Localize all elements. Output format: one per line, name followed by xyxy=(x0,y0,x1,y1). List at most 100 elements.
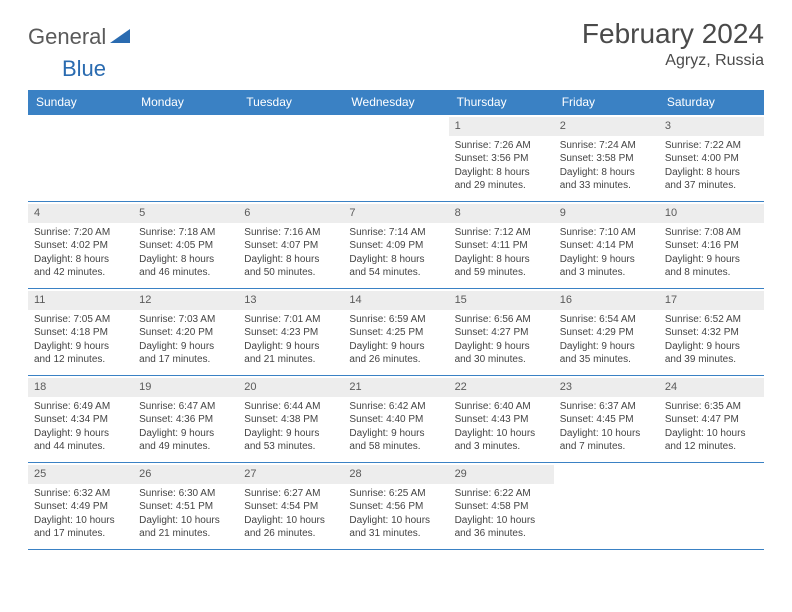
calendar-cell: 19Sunrise: 6:47 AMSunset: 4:36 PMDayligh… xyxy=(133,376,238,462)
calendar-cell: 5Sunrise: 7:18 AMSunset: 4:05 PMDaylight… xyxy=(133,202,238,288)
sunset-text: Sunset: 4:47 PM xyxy=(665,413,758,427)
calendar-cell xyxy=(554,463,659,549)
daylight1-text: Daylight: 8 hours xyxy=(349,253,442,267)
weeks-container: 1Sunrise: 7:26 AMSunset: 3:56 PMDaylight… xyxy=(28,114,764,550)
date-number: 29 xyxy=(449,465,554,484)
calendar-cell: 8Sunrise: 7:12 AMSunset: 4:11 PMDaylight… xyxy=(449,202,554,288)
sunrise-text: Sunrise: 6:37 AM xyxy=(560,400,653,414)
daylight2-text: and 30 minutes. xyxy=(455,353,548,367)
sunset-text: Sunset: 4:27 PM xyxy=(455,326,548,340)
date-number: 2 xyxy=(554,117,659,136)
week-row: 18Sunrise: 6:49 AMSunset: 4:34 PMDayligh… xyxy=(28,375,764,462)
daylight1-text: Daylight: 10 hours xyxy=(34,514,127,528)
daylight1-text: Daylight: 10 hours xyxy=(665,427,758,441)
calendar-cell: 18Sunrise: 6:49 AMSunset: 4:34 PMDayligh… xyxy=(28,376,133,462)
sunset-text: Sunset: 4:32 PM xyxy=(665,326,758,340)
daylight1-text: Daylight: 8 hours xyxy=(560,166,653,180)
daylight2-text: and 42 minutes. xyxy=(34,266,127,280)
sunset-text: Sunset: 4:40 PM xyxy=(349,413,442,427)
sunset-text: Sunset: 4:34 PM xyxy=(34,413,127,427)
sunrise-text: Sunrise: 7:24 AM xyxy=(560,139,653,153)
calendar-cell xyxy=(659,463,764,549)
date-number xyxy=(659,465,764,484)
sunset-text: Sunset: 4:09 PM xyxy=(349,239,442,253)
date-number: 12 xyxy=(133,291,238,310)
calendar-cell: 21 Sunrise: 6:42 AMSunset: 4:40 PMDayligh… xyxy=(343,376,448,462)
title-block: February 2024 Agryz, Russia xyxy=(582,18,764,70)
date-number: 28 xyxy=(343,465,448,484)
sunset-text: Sunset: 4:20 PM xyxy=(139,326,232,340)
daylight1-text: Daylight: 8 hours xyxy=(139,253,232,267)
date-number: 1 xyxy=(449,117,554,136)
sunset-text: Sunset: 4:38 PM xyxy=(244,413,337,427)
sunrise-text: Sunrise: 7:16 AM xyxy=(244,226,337,240)
sunrise-text: Sunrise: 6:42 AM xyxy=(349,400,442,414)
daylight1-text: Daylight: 9 hours xyxy=(244,340,337,354)
daylight1-text: Daylight: 8 hours xyxy=(34,253,127,267)
daylight1-text: Daylight: 8 hours xyxy=(455,253,548,267)
date-number: 23 xyxy=(554,378,659,397)
calendar-cell: 20Sunrise: 6:44 AMSunset: 4:38 PMDayligh… xyxy=(238,376,343,462)
sunrise-text: Sunrise: 6:32 AM xyxy=(34,487,127,501)
daylight1-text: Daylight: 10 hours xyxy=(244,514,337,528)
daylight1-text: Daylight: 9 hours xyxy=(34,427,127,441)
calendar-cell: 3Sunrise: 7:22 AMSunset: 4:00 PMDaylight… xyxy=(659,115,764,201)
week-row: 4Sunrise: 7:20 AMSunset: 4:02 PMDaylight… xyxy=(28,201,764,288)
sunrise-text: Sunrise: 7:14 AM xyxy=(349,226,442,240)
daylight1-text: Daylight: 9 hours xyxy=(34,340,127,354)
daylight1-text: Daylight: 9 hours xyxy=(349,340,442,354)
daylight2-text: and 3 minutes. xyxy=(560,266,653,280)
daylight1-text: Daylight: 8 hours xyxy=(455,166,548,180)
daylight1-text: Daylight: 9 hours xyxy=(665,340,758,354)
date-number: 14 xyxy=(343,291,448,310)
date-number: 25 xyxy=(28,465,133,484)
daylight2-text: and 7 minutes. xyxy=(560,440,653,454)
sunset-text: Sunset: 4:29 PM xyxy=(560,326,653,340)
daylight2-text: and 37 minutes. xyxy=(665,179,758,193)
calendar-cell xyxy=(238,115,343,201)
sunset-text: Sunset: 4:58 PM xyxy=(455,500,548,514)
sunrise-text: Sunrise: 7:08 AM xyxy=(665,226,758,240)
date-number: 21 xyxy=(343,378,448,397)
logo: General xyxy=(28,18,132,50)
calendar-cell: 13Sunrise: 7:01 AMSunset: 4:23 PMDayligh… xyxy=(238,289,343,375)
daylight2-text: and 50 minutes. xyxy=(244,266,337,280)
daylight2-text: and 17 minutes. xyxy=(139,353,232,367)
calendar-cell: 25 Sunrise: 6:32 AMSunset: 4:49 PMDayligh… xyxy=(28,463,133,549)
calendar-cell xyxy=(343,115,448,201)
sunrise-text: Sunrise: 7:10 AM xyxy=(560,226,653,240)
calendar-cell: 23Sunrise: 6:37 AMSunset: 4:45 PMDayligh… xyxy=(554,376,659,462)
calendar-cell: 28Sunrise: 6:25 AMSunset: 4:56 PMDayligh… xyxy=(343,463,448,549)
calendar-cell: 24Sunrise: 6:35 AMSunset: 4:47 PMDayligh… xyxy=(659,376,764,462)
calendar-cell: 14Sunrise: 6:59 AMSunset: 4:25 PMDayligh… xyxy=(343,289,448,375)
date-number xyxy=(28,117,133,136)
day-header-cell: Tuesday xyxy=(238,90,343,114)
daylight2-text: and 31 minutes. xyxy=(349,527,442,541)
date-number: 13 xyxy=(238,291,343,310)
daylight1-text: Daylight: 9 hours xyxy=(349,427,442,441)
logo-text-blue: Blue xyxy=(62,56,106,81)
daylight2-text: and 3 minutes. xyxy=(455,440,548,454)
date-number: 11 xyxy=(28,291,133,310)
day-header-cell: Thursday xyxy=(449,90,554,114)
sunrise-text: Sunrise: 6:40 AM xyxy=(455,400,548,414)
sunset-text: Sunset: 4:16 PM xyxy=(665,239,758,253)
sunset-text: Sunset: 4:49 PM xyxy=(34,500,127,514)
date-number: 7 xyxy=(343,204,448,223)
sunset-text: Sunset: 4:07 PM xyxy=(244,239,337,253)
calendar-cell: 1Sunrise: 7:26 AMSunset: 3:56 PMDaylight… xyxy=(449,115,554,201)
logo-text-general: General xyxy=(28,24,106,50)
sunset-text: Sunset: 4:23 PM xyxy=(244,326,337,340)
daylight1-text: Daylight: 10 hours xyxy=(349,514,442,528)
logo-triangle-icon xyxy=(110,27,130,48)
daylight2-text: and 58 minutes. xyxy=(349,440,442,454)
daylight2-text: and 8 minutes. xyxy=(665,266,758,280)
sunrise-text: Sunrise: 6:52 AM xyxy=(665,313,758,327)
daylight1-text: Daylight: 9 hours xyxy=(665,253,758,267)
sunrise-text: Sunrise: 6:47 AM xyxy=(139,400,232,414)
sunrise-text: Sunrise: 6:44 AM xyxy=(244,400,337,414)
date-number: 6 xyxy=(238,204,343,223)
day-header-cell: Monday xyxy=(133,90,238,114)
date-number: 4 xyxy=(28,204,133,223)
calendar-cell: 6Sunrise: 7:16 AMSunset: 4:07 PMDaylight… xyxy=(238,202,343,288)
